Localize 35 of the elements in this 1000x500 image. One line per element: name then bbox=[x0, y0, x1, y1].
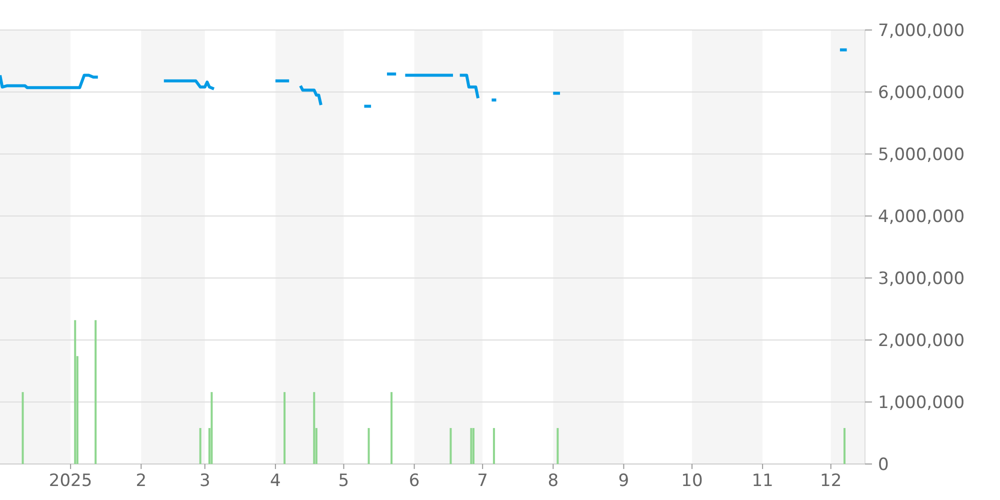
x-tick-label: 2025 bbox=[48, 471, 92, 491]
x-tick-label: 3 bbox=[199, 471, 210, 491]
x-tick-label: 10 bbox=[681, 471, 703, 491]
bar bbox=[284, 392, 286, 464]
bar bbox=[94, 320, 97, 464]
bar bbox=[450, 428, 452, 464]
bar bbox=[210, 392, 213, 464]
y-tick-label: 1,000,000 bbox=[878, 392, 965, 413]
y-tick-label: 3,000,000 bbox=[878, 268, 965, 289]
bar bbox=[74, 320, 76, 464]
bar bbox=[492, 428, 495, 464]
bar bbox=[556, 428, 559, 464]
bar bbox=[368, 428, 370, 464]
y-tick-label: 6,000,000 bbox=[878, 82, 965, 103]
bar bbox=[199, 428, 202, 464]
bar bbox=[313, 392, 316, 464]
y-tick-label: 2,000,000 bbox=[878, 330, 965, 351]
x-tick-label: 7 bbox=[477, 471, 488, 491]
x-tick-label: 11 bbox=[752, 471, 774, 491]
x-tick-label: 9 bbox=[618, 471, 630, 491]
y-tick-label: 7,000,000 bbox=[878, 20, 965, 41]
x-tick-label: 6 bbox=[408, 471, 420, 491]
bar bbox=[844, 428, 846, 464]
y-tick-label: 5,000,000 bbox=[878, 144, 965, 165]
x-tick-label: 8 bbox=[548, 471, 559, 491]
x-tick-label: 12 bbox=[820, 471, 842, 491]
x-tick-label: 2 bbox=[136, 471, 147, 491]
bar bbox=[390, 392, 393, 464]
bar bbox=[472, 428, 474, 464]
x-tick-label: 4 bbox=[270, 471, 281, 491]
y-tick-label: 4,000,000 bbox=[878, 206, 965, 227]
y-tick-label: 0 bbox=[878, 454, 889, 475]
x-tick-label: 5 bbox=[338, 471, 350, 491]
bar bbox=[22, 392, 24, 464]
bar bbox=[470, 428, 472, 464]
